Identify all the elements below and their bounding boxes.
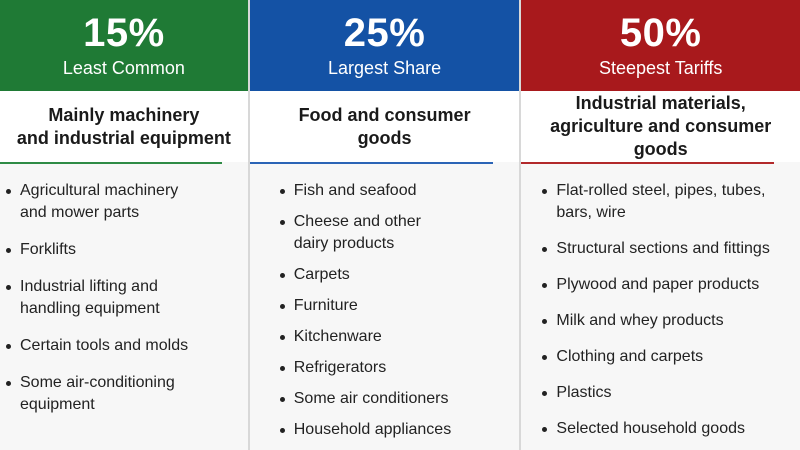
description-box: Industrial materials, agriculture and co…	[521, 91, 800, 162]
list-item: Furniture	[250, 295, 520, 317]
bullet-icon	[542, 247, 548, 252]
description-box: Mainly machinery and industrial equipmen…	[0, 91, 248, 162]
list-item: Clothing and carpets	[521, 346, 800, 368]
bullet-icon	[279, 428, 285, 433]
bullet-icon	[279, 397, 285, 402]
list-item-text: Refrigerators	[293, 359, 387, 376]
list-item-text: Clothing and carpets	[556, 348, 704, 365]
list-item: Agricultural machinery and mower parts	[0, 180, 248, 224]
column-25-percent: 25% Largest Share Food and consumer good…	[249, 0, 520, 450]
bullet-icon	[279, 189, 285, 194]
list-item: Carpets	[250, 264, 520, 286]
percent-value: 15%	[83, 10, 165, 55]
list-item-text: Household appliances	[293, 421, 452, 438]
list-item: Forklifts	[0, 239, 248, 261]
list-item-text: Forklifts	[20, 241, 76, 258]
bullet-icon	[6, 344, 11, 349]
list-item: Flat-rolled steel, pipes, tubes, bars, w…	[521, 180, 800, 224]
list-item-text: Industrial lifting and handling equipmen…	[20, 278, 160, 317]
column-description: Industrial materials, agriculture and co…	[550, 93, 772, 159]
bullet-icon	[279, 335, 285, 340]
column-tagline: Steepest Tariffs	[598, 57, 723, 78]
list-item-text: Selected household goods	[556, 420, 745, 437]
list-item: Kitchenware	[250, 326, 520, 348]
list-item-text: Cheese and other dairy products	[293, 213, 421, 252]
list-item-text: Structural sections and fittings	[556, 240, 770, 257]
column-separator	[519, 0, 522, 450]
list-item-text: Some air-conditioning equipment	[20, 374, 175, 413]
column-header: 50% Steepest Tariffs	[521, 0, 800, 91]
list-item-text: Fish and seafood	[293, 182, 417, 199]
list-item: Structural sections and fittings	[521, 238, 800, 260]
bullet-icon	[6, 285, 11, 290]
list-item: Selected household goods	[521, 418, 800, 440]
bullet-icon	[542, 427, 548, 432]
column-15-percent: 15% Least Common Mainly machinery and in…	[0, 0, 248, 450]
list-item: Some air-conditioning equipment	[0, 372, 248, 416]
bullet-icon	[542, 189, 548, 194]
bullet-icon	[542, 355, 548, 360]
bullet-icon	[542, 319, 548, 324]
list-item: Plastics	[521, 382, 800, 404]
list-item: Household appliances	[250, 419, 520, 441]
column-description: Food and consumer goods	[298, 104, 471, 148]
column-tagline: Largest Share	[328, 57, 442, 78]
list-item-text: Carpets	[293, 266, 350, 283]
description-box: Food and consumer goods	[249, 91, 520, 162]
bullet-icon	[279, 220, 285, 225]
list-item-text: Plywood and paper products	[556, 276, 760, 293]
bullet-icon	[6, 381, 11, 386]
bullet-icon	[6, 189, 11, 194]
bullet-icon	[279, 366, 285, 371]
column-tagline: Least Common	[62, 57, 185, 78]
column-header: 15% Least Common	[0, 0, 248, 91]
list-item: Fish and seafood	[250, 180, 520, 202]
item-list: Fish and seafood Cheese and other dairy p…	[250, 164, 520, 441]
column-header: 25% Largest Share	[249, 0, 520, 91]
divider-rule	[521, 162, 774, 164]
column-description: Mainly machinery and industrial equipmen…	[16, 104, 231, 148]
item-list: Agricultural machinery and mower parts Fo…	[0, 164, 248, 416]
list-item-text: Agricultural machinery and mower parts	[20, 182, 179, 221]
list-item-text: Certain tools and molds	[20, 337, 189, 354]
percent-value: 25%	[343, 10, 426, 55]
list-item-text: Some air conditioners	[293, 390, 449, 407]
list-item: Some air conditioners	[250, 388, 520, 410]
column-50-percent: 50% Steepest Tariffs Industrial material…	[521, 0, 800, 450]
list-item: Cheese and other dairy products	[250, 211, 520, 255]
divider-rule	[0, 162, 222, 164]
list-item-text: Plastics	[556, 384, 612, 401]
list-item-text: Kitchenware	[293, 328, 382, 345]
list-item: Industrial lifting and handling equipmen…	[0, 276, 248, 320]
bullet-icon	[542, 391, 548, 396]
list-item: Refrigerators	[250, 357, 520, 379]
list-item: Milk and whey products	[521, 310, 800, 332]
list-item-text: Milk and whey products	[556, 312, 724, 329]
item-list: Flat-rolled steel, pipes, tubes, bars, w…	[521, 164, 800, 440]
column-separator	[247, 0, 250, 450]
bullet-icon	[542, 283, 548, 288]
divider-rule	[249, 162, 494, 164]
list-item: Plywood and paper products	[521, 274, 800, 296]
bullet-icon	[279, 304, 285, 309]
percent-value: 50%	[619, 10, 702, 55]
list-item-text: Furniture	[293, 297, 358, 314]
list-item: Certain tools and molds	[0, 335, 248, 357]
bullet-icon	[6, 248, 11, 253]
bullet-icon	[279, 273, 285, 278]
list-item-text: Flat-rolled steel, pipes, tubes, bars, w…	[556, 182, 766, 221]
